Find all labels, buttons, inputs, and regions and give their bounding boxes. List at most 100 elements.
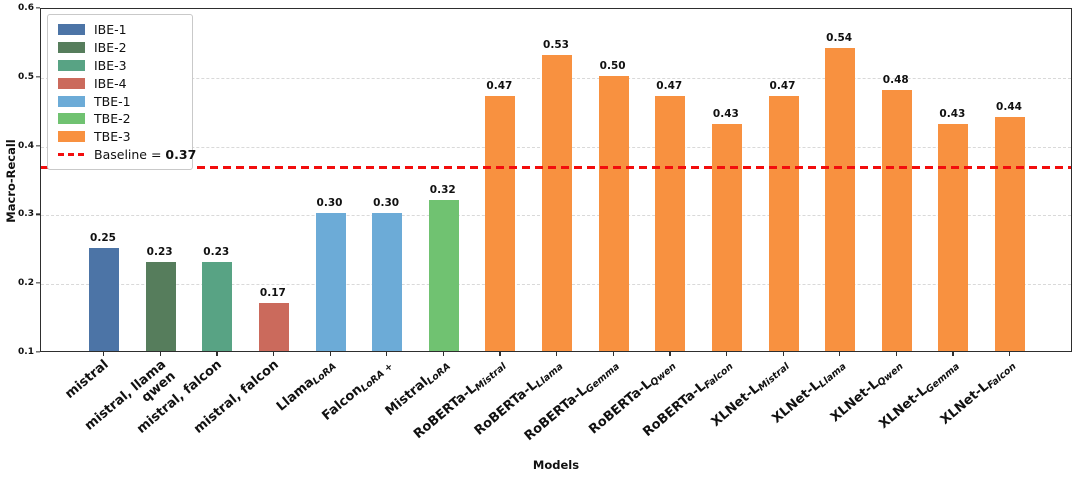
x-tick-mark: [103, 352, 105, 356]
bar-value-label: 0.50: [599, 59, 626, 72]
x-tick-mark: [725, 352, 728, 356]
bar-value-label: 0.53: [543, 39, 569, 52]
bar: [315, 213, 346, 351]
legend-item-label: TBE-3: [94, 129, 131, 145]
bar: [711, 123, 742, 351]
y-tick-mark: [36, 7, 40, 9]
x-tick-label-text: RoBERTa-LGemma: [522, 361, 623, 445]
bar: [89, 247, 119, 351]
x-tick-mark: [895, 352, 898, 356]
bar: [145, 261, 176, 351]
y-tick-label: 0.2: [18, 278, 34, 289]
legend-baseline-value: 0.37: [165, 146, 197, 162]
legend-swatch: [58, 59, 85, 71]
legend-baseline-label: Baseline = 0.37: [94, 146, 197, 162]
x-tick-mark: [556, 352, 558, 356]
bar-value-label: 0.17: [259, 286, 286, 299]
bar-value-label: 0.54: [826, 32, 853, 45]
bar: [202, 261, 233, 351]
x-tick-mark: [839, 352, 841, 356]
bar-value-label: 0.23: [146, 245, 173, 258]
bar-value-label: 0.43: [712, 107, 739, 120]
legend-item-label: TBE-2: [94, 111, 131, 127]
x-tick-mark: [952, 352, 954, 356]
x-tick-mark: [329, 352, 331, 356]
bar: [428, 199, 459, 351]
bar-value-label: 0.30: [316, 197, 343, 210]
bar: [598, 75, 629, 351]
bar-value-label: 0.25: [90, 231, 116, 244]
x-tick-mark: [216, 352, 218, 356]
bar: [938, 123, 969, 351]
y-tick-mark: [36, 282, 40, 284]
x-tick-label-subscript: Falcon: [702, 361, 736, 392]
legend-item: TBE-3: [58, 128, 182, 146]
bar-value-label: 0.47: [656, 80, 683, 93]
legend-item: IBE-3: [58, 57, 182, 75]
legend-item-label: IBE-1: [94, 22, 127, 38]
bar: [995, 117, 1025, 351]
bar: [825, 48, 856, 351]
x-tick-label-subscript: LoRA +: [359, 361, 396, 395]
y-tick-label: 0.5: [18, 71, 34, 82]
bar-value-label: 0.32: [429, 183, 456, 196]
legend-item: IBE-4: [58, 74, 182, 92]
x-tick-label-text: mistral: [62, 357, 112, 402]
legend-item: IBE-1: [58, 21, 182, 39]
x-tick-mark: [782, 352, 784, 356]
legend-swatch: [58, 131, 85, 143]
y-tick-label: 0.6: [18, 3, 34, 13]
x-tick-mark: [272, 352, 275, 356]
legend-swatch: [58, 24, 85, 36]
y-tick-label: 0.4: [18, 140, 34, 151]
legend: IBE-1 IBE-2 IBE-3 IBE-4 TBE-1 TBE-2 TBE-3 Basel…: [47, 14, 196, 171]
y-tick-mark: [36, 144, 40, 147]
x-tick-label-subscript: Llama: [534, 361, 566, 391]
bar-value-label: 0.48: [882, 73, 909, 86]
x-tick-label-subscript: Mistral: [473, 361, 510, 394]
y-tick-mark: [36, 351, 40, 353]
bar-value-label: 0.44: [996, 101, 1022, 114]
plot-area: [40, 8, 1072, 352]
legend-swatch: [58, 95, 85, 107]
legend-swatch: [58, 42, 85, 54]
x-tick-label-subscript: Qwen: [875, 361, 906, 389]
legend-swatch: [58, 113, 85, 125]
legend-item: TBE-1: [58, 92, 182, 110]
x-tick-label-subscript: LoRA: [311, 361, 340, 388]
bar: [485, 96, 516, 351]
x-tick-label-subscript: Qwen: [648, 361, 679, 389]
x-tick-label-subscript: LoRA: [424, 361, 453, 388]
x-tick-mark: [1009, 352, 1011, 356]
x-tick-label-subscript: Llama: [817, 361, 849, 391]
legend-item: IBE-2: [58, 39, 182, 57]
legend-item-baseline: Baseline = 0.37: [58, 146, 196, 164]
x-tick-mark: [612, 352, 614, 356]
x-tick-mark: [386, 352, 388, 356]
legend-item-label: IBE-2: [94, 40, 127, 56]
baseline-line: [41, 165, 1071, 169]
bar: [372, 213, 403, 351]
x-tick-label-subscript: Falcon: [985, 361, 1019, 392]
bar: [881, 89, 912, 351]
bar-value-label: 0.43: [939, 107, 966, 120]
bar: [542, 55, 572, 351]
y-tick-mark: [36, 213, 40, 216]
y-tick-label: 0.1: [18, 347, 34, 357]
legend-item-label: TBE-1: [94, 93, 131, 109]
legend-item-label: IBE-3: [94, 57, 127, 73]
bar-value-label: 0.30: [373, 197, 400, 210]
bar-value-label: 0.47: [486, 80, 513, 93]
baseline-dash-icon: [58, 153, 85, 156]
bar: [258, 302, 289, 351]
y-tick-mark: [36, 76, 40, 78]
x-axis-label: Models: [532, 458, 580, 472]
x-tick-label-subscript: Mistral: [756, 361, 793, 394]
legend-swatch: [58, 77, 85, 89]
y-tick-label: 0.3: [18, 209, 34, 220]
x-tick-label-subscript: Gemma: [923, 361, 963, 396]
legend-item-label: IBE-4: [94, 75, 127, 91]
bar: [655, 96, 686, 351]
x-tick-mark: [499, 352, 501, 356]
